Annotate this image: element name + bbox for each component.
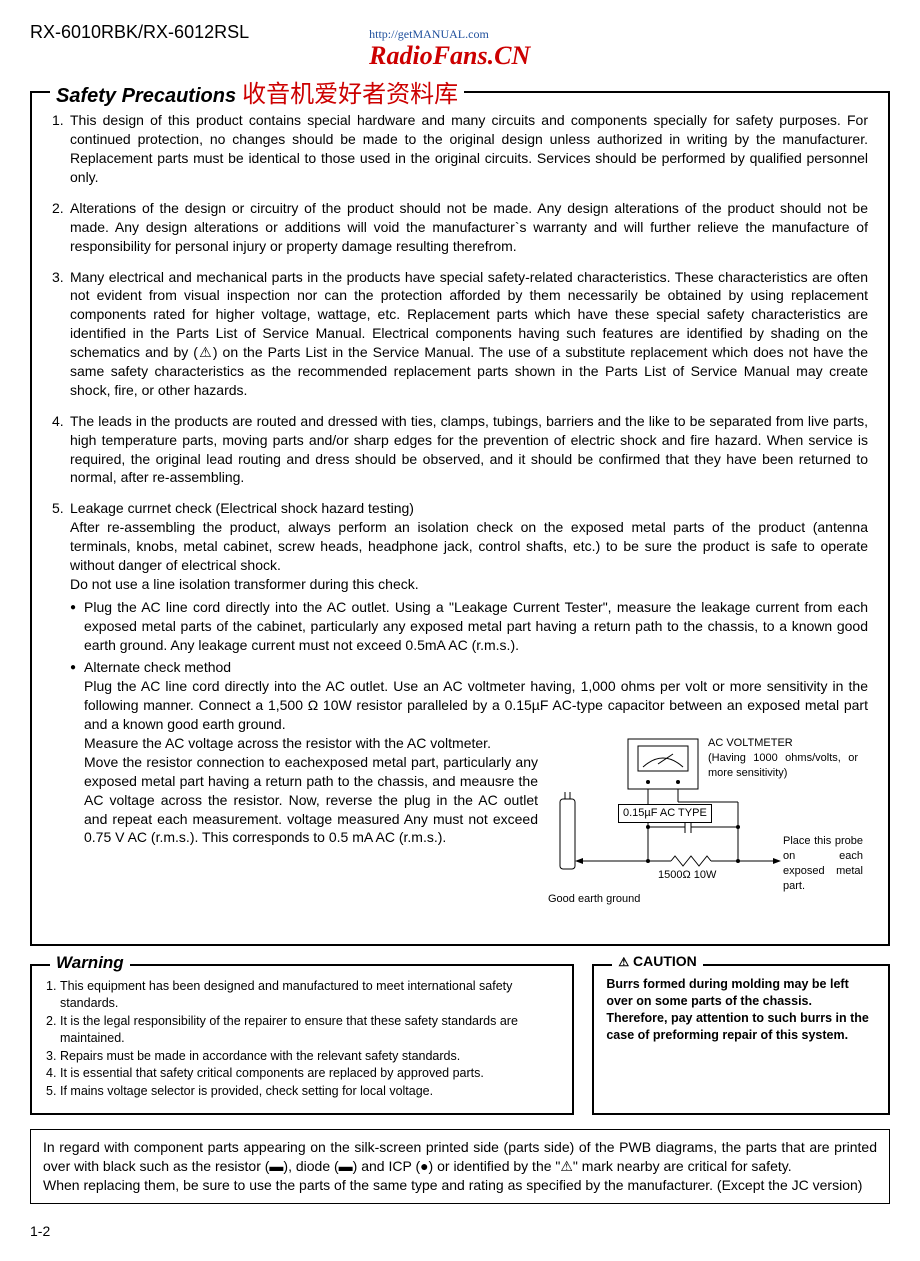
ground-label: Good earth ground xyxy=(548,892,640,907)
voltmeter-label: AC VOLTMETER(Having 1000 ohms/volts, or … xyxy=(708,736,858,781)
safety-list: 1.This design of this product contains s… xyxy=(52,111,868,914)
page-header: RX-6010RBK/RX-6012RSL http://getMANUAL.c… xyxy=(30,20,890,73)
safety-item: 4.The leads in the products are routed a… xyxy=(52,412,868,488)
resistor-label: 1500Ω 10W xyxy=(658,868,716,883)
watermark-url: http://getMANUAL.com xyxy=(369,26,530,42)
alternate-method-text: Measure the AC voltage across the resist… xyxy=(84,734,538,847)
watermark-brand: RadioFans.CN xyxy=(369,41,530,70)
safety-item: 1.This design of this product contains s… xyxy=(52,111,868,187)
safety-title: Safety Precautions收音机爱好者资料库 xyxy=(50,79,464,111)
safety-item: 2.Alterations of the design or circuitry… xyxy=(52,199,868,256)
caution-text: Burrs formed during molding may be left … xyxy=(606,976,876,1044)
caution-box: ⚠ CAUTION Burrs formed during molding ma… xyxy=(592,964,890,1115)
watermark-main: http://getMANUAL.com RadioFans.CN xyxy=(369,26,530,73)
model-number: RX-6010RBK/RX-6012RSL xyxy=(30,20,249,44)
warning-list: 1.This equipment has been designed and m… xyxy=(46,978,558,1100)
warning-box: Warning 1.This equipment has been design… xyxy=(30,964,574,1115)
bullet-alternate: Alternate check method Plug the AC line … xyxy=(70,658,868,914)
watermark-cn: 收音机爱好者资料库 xyxy=(242,81,458,108)
bullet-leakage-tester: Plug the AC line cord directly into the … xyxy=(70,598,868,655)
warning-title: Warning xyxy=(50,952,130,975)
safety-item: 3.Many electrical and mechanical parts i… xyxy=(52,268,868,400)
test-circuit-diagram: AC VOLTMETER(Having 1000 ohms/volts, or … xyxy=(558,734,868,914)
safety-item-5: 5. Leakage currnet check (Electrical sho… xyxy=(52,499,868,914)
safety-precautions-box: Safety Precautions收音机爱好者资料库 1.This desig… xyxy=(30,91,890,946)
caution-title: ⚠ CAUTION xyxy=(612,952,702,971)
page-number: 1-2 xyxy=(30,1222,890,1241)
pwb-note: In regard with component parts appearing… xyxy=(30,1129,890,1204)
capacitor-label: 0.15µF AC TYPE xyxy=(618,804,712,823)
probe-label: Place this probe on each exposed metal p… xyxy=(783,834,863,893)
warning-icon: ⚠ xyxy=(618,954,629,970)
